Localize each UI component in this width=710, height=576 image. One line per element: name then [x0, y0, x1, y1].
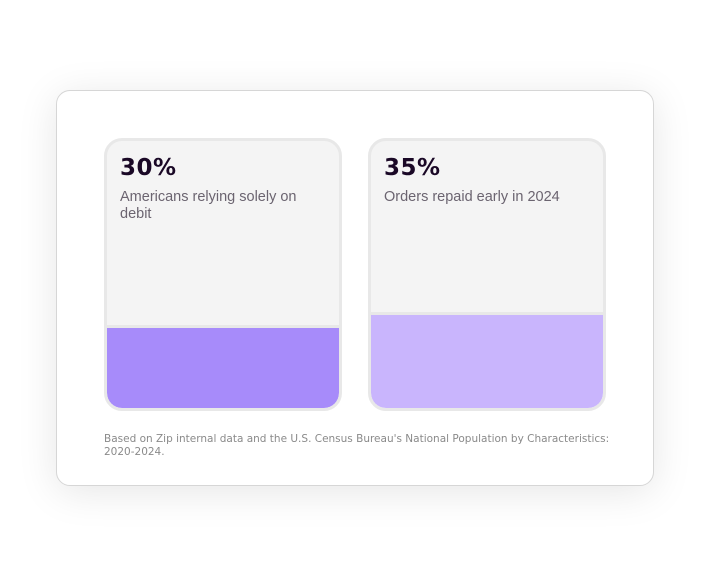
stat-fill-bar [371, 312, 603, 408]
stats-panel: 30% Americans relying solely on debit 35… [56, 90, 654, 486]
stat-card-repaid-early: 35% Orders repaid early in 2024 [368, 138, 606, 411]
footnote: Based on Zip internal data and the U.S. … [104, 433, 610, 458]
stat-value: 30% [120, 155, 177, 181]
stat-card-debit: 30% Americans relying solely on debit [104, 138, 342, 411]
stat-label: Orders repaid early in 2024 [384, 189, 560, 205]
stat-value: 35% [384, 155, 441, 181]
stat-label: Americans relying solely on debit [120, 189, 297, 222]
stat-fill-bar [107, 325, 339, 408]
